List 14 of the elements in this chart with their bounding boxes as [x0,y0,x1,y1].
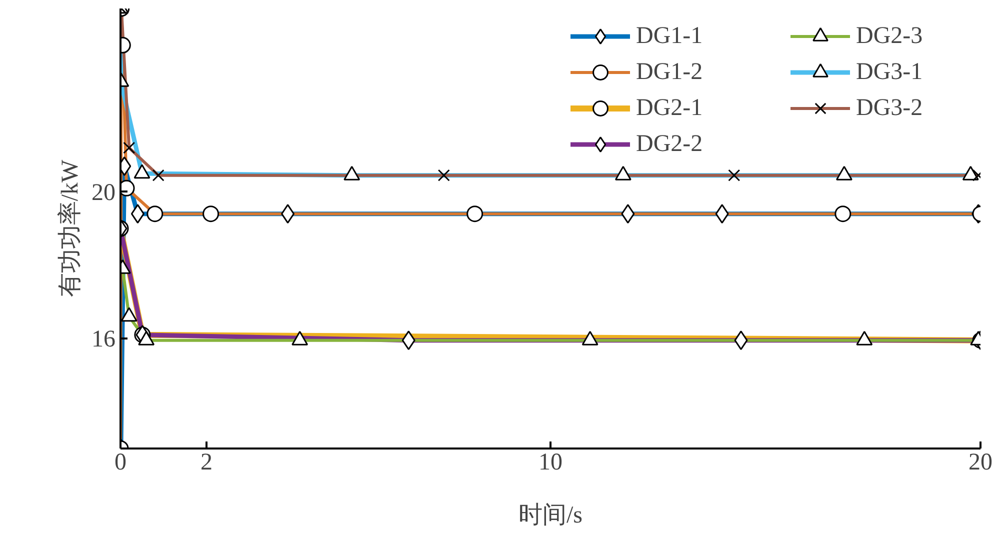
x-tick-label: 10 [538,450,562,476]
legend-label: DG1-2 [636,58,703,86]
x-tick-label: 20 [968,450,992,476]
legend-label: DG2-1 [636,94,703,122]
x-tick-label: 2 [200,450,212,476]
x-tick-label: 0 [114,450,126,476]
y-tick-label: 16 [92,326,116,352]
x-axis-title: 时间/s [518,502,583,528]
legend-label: DG2-2 [636,130,703,158]
legend-label: DG2-3 [856,22,923,50]
legend-label: DG1-1 [636,22,703,50]
legend-label: DG3-1 [856,58,923,86]
legend-label: DG3-2 [856,94,923,122]
y-axis-title: 有功功率/kW [56,159,84,298]
